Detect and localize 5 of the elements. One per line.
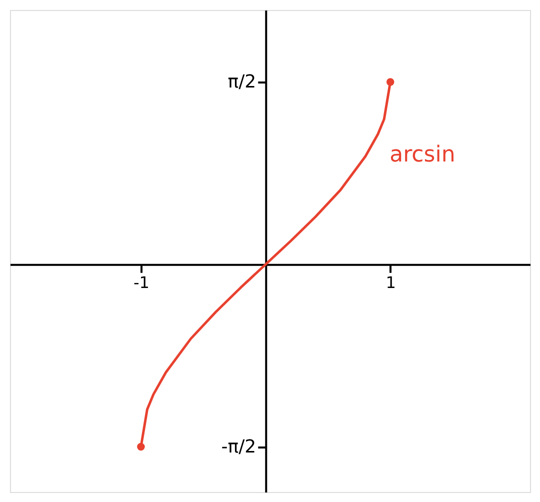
- annotation: arcsin: [390, 142, 456, 168]
- x-tick-label: 1: [386, 272, 396, 292]
- y-tick-label: -π/2: [221, 436, 256, 458]
- y-tick-label: π/2: [228, 71, 256, 92]
- x-tick-label: -1: [133, 272, 150, 292]
